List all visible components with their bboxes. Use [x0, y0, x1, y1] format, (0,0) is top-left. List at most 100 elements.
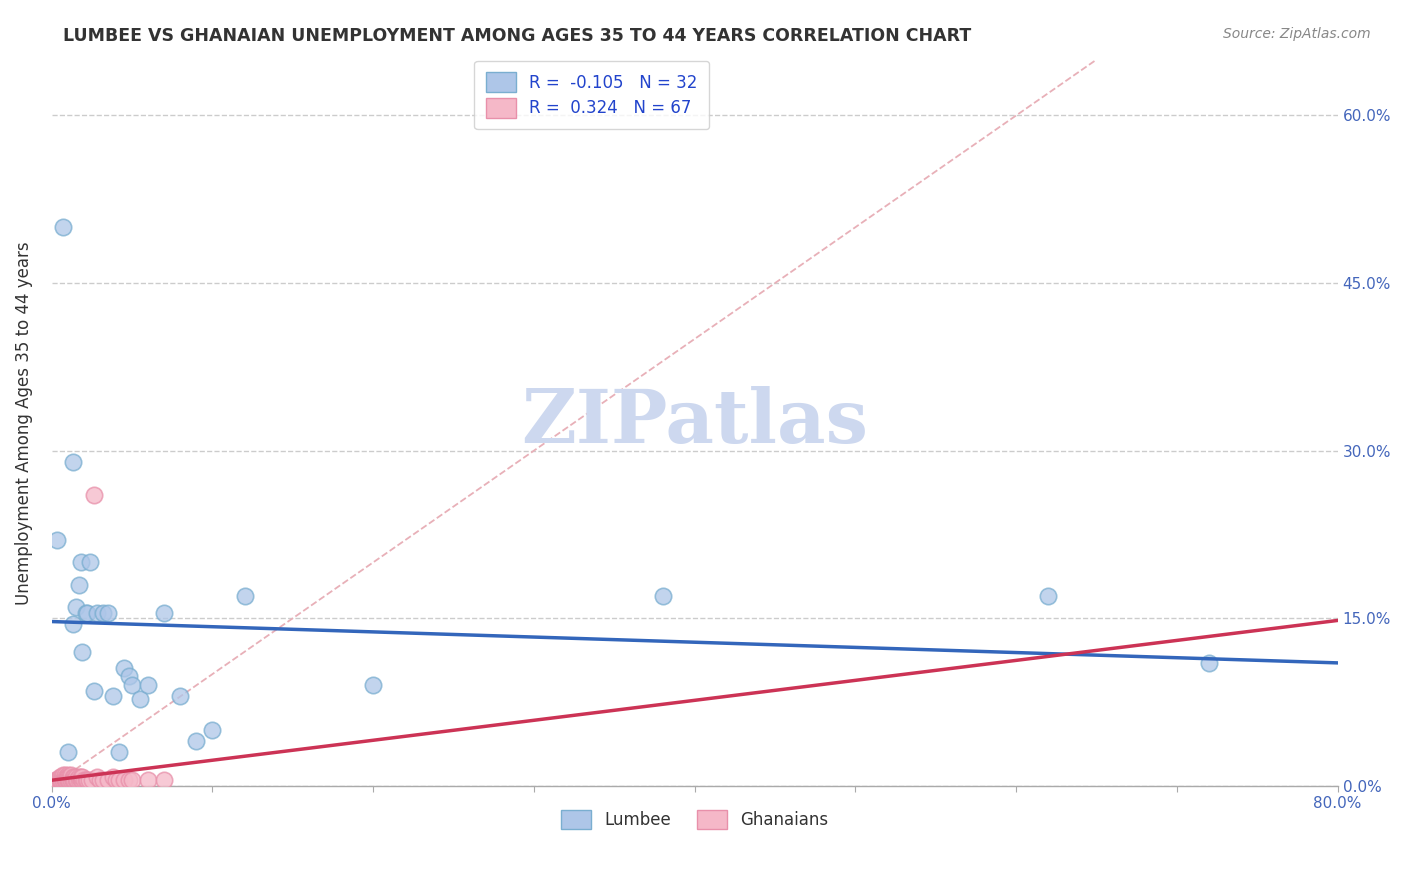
Point	[86, 606, 108, 620]
Point	[45, 773, 67, 788]
Point	[56, 767, 79, 781]
Point	[56, 770, 79, 784]
Point	[129, 691, 152, 706]
Point	[121, 773, 143, 788]
Point	[105, 773, 128, 788]
Point	[112, 773, 135, 788]
Point	[53, 773, 76, 788]
Point	[55, 773, 77, 788]
Point	[56, 773, 79, 788]
Point	[69, 773, 91, 788]
Point	[45, 533, 67, 547]
Point	[63, 773, 86, 788]
Point	[77, 773, 100, 788]
Point	[201, 723, 224, 737]
Point	[136, 773, 159, 788]
Point	[66, 773, 89, 788]
Y-axis label: Unemployment Among Ages 35 to 44 years: Unemployment Among Ages 35 to 44 years	[15, 241, 32, 605]
Point	[51, 773, 73, 788]
Text: LUMBEE VS GHANAIAN UNEMPLOYMENT AMONG AGES 35 TO 44 YEARS CORRELATION CHART: LUMBEE VS GHANAIAN UNEMPLOYMENT AMONG AG…	[63, 27, 972, 45]
Point	[52, 767, 75, 781]
Point	[53, 770, 76, 784]
Point	[55, 770, 77, 784]
Point	[56, 745, 79, 759]
Point	[108, 773, 131, 788]
Point	[101, 770, 124, 784]
Point	[136, 678, 159, 692]
Point	[1198, 656, 1220, 670]
Text: ZIPatlas: ZIPatlas	[522, 386, 868, 459]
Point	[49, 770, 72, 784]
Point	[52, 773, 75, 788]
Point	[86, 770, 108, 784]
Point	[69, 555, 91, 569]
Point	[101, 690, 124, 704]
Point	[1038, 589, 1060, 603]
Point	[46, 773, 69, 788]
Point	[56, 773, 79, 788]
Point	[73, 773, 96, 788]
Point	[97, 773, 120, 788]
Point	[58, 770, 80, 784]
Point	[233, 589, 256, 603]
Point	[60, 773, 83, 788]
Text: Source: ZipAtlas.com: Source: ZipAtlas.com	[1223, 27, 1371, 41]
Point	[62, 773, 84, 788]
Point	[65, 600, 87, 615]
Point	[49, 773, 72, 788]
Point	[108, 745, 131, 759]
Point	[169, 690, 191, 704]
Point	[66, 773, 89, 788]
Point	[69, 770, 91, 784]
Point	[56, 773, 79, 788]
Point	[83, 488, 105, 502]
Point	[56, 770, 79, 784]
Point	[62, 773, 84, 788]
Point	[62, 770, 84, 784]
Point	[44, 773, 66, 788]
Point	[60, 767, 83, 781]
Point	[121, 678, 143, 692]
Point	[58, 773, 80, 788]
Point	[72, 770, 94, 784]
Point	[89, 773, 111, 788]
Point	[60, 773, 83, 788]
Point	[67, 577, 90, 591]
Point	[83, 683, 105, 698]
Point	[49, 773, 72, 788]
Point	[65, 773, 87, 788]
Point	[112, 661, 135, 675]
Point	[51, 770, 73, 784]
Point	[76, 773, 98, 788]
Point	[52, 220, 75, 235]
Point	[361, 678, 384, 692]
Point	[52, 770, 75, 784]
Point	[51, 773, 73, 788]
Point	[651, 589, 673, 603]
Point	[53, 773, 76, 788]
Point	[53, 767, 76, 781]
Point	[62, 455, 84, 469]
Point	[118, 669, 141, 683]
Point	[60, 770, 83, 784]
Point	[186, 734, 208, 748]
Point	[58, 773, 80, 788]
Point	[75, 606, 97, 620]
Point	[97, 606, 120, 620]
Point	[118, 773, 141, 788]
Point	[91, 606, 114, 620]
Point	[67, 773, 90, 788]
Point	[63, 773, 86, 788]
Point	[76, 606, 98, 620]
Point	[153, 606, 176, 620]
Point	[153, 773, 176, 788]
Point	[67, 770, 90, 784]
Point	[72, 773, 94, 788]
Point	[55, 773, 77, 788]
Point	[63, 770, 86, 784]
Point	[52, 773, 75, 788]
Point	[62, 616, 84, 631]
Point	[91, 773, 114, 788]
Point	[75, 773, 97, 788]
Legend: Lumbee, Ghanaians: Lumbee, Ghanaians	[555, 803, 835, 836]
